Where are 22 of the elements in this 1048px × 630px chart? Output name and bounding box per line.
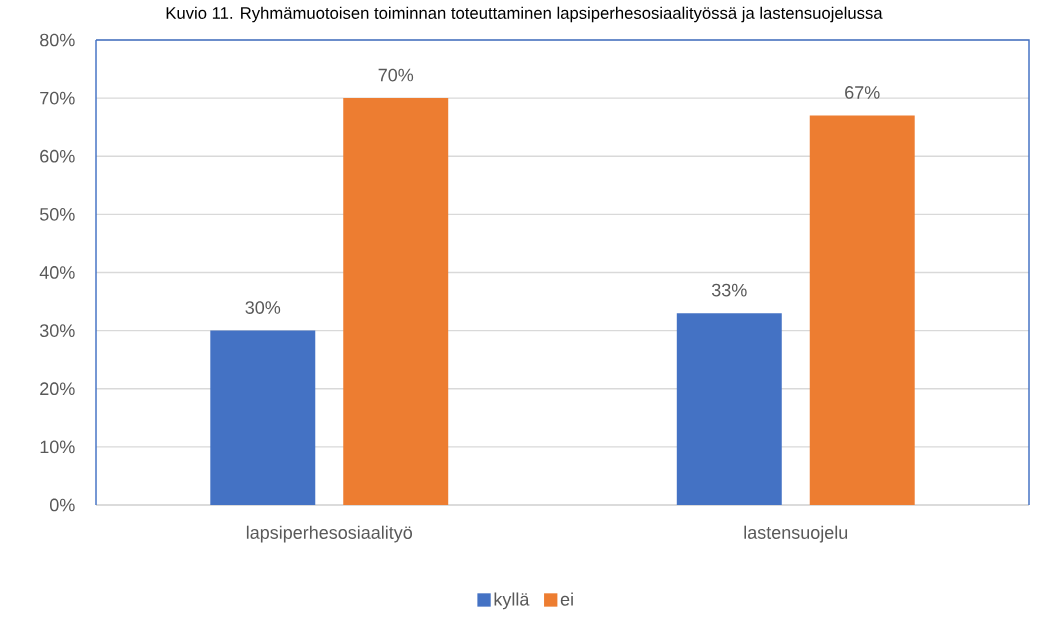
data-label: 33% [711,283,747,297]
y-tick-label: 60% [40,149,75,163]
data-label: 30% [245,301,281,314]
bar [809,115,915,505]
y-tick-label: 40% [39,266,75,279]
chart-title: Kuvio 11. Ryhmämuotoisen toiminnan toteuttaminen lapsiperhesosiaalityössä ja lastensuojelussa [166,6,883,23]
x-tick-label: lastensuojelu [744,525,848,543]
y-tick-label: 20% [40,382,75,396]
x-tick-label: lapsiperhesosiaalityö [246,525,413,543]
y-tick-label: 70% [40,91,75,105]
bar [210,330,316,505]
y-tick-label: 50% [39,208,75,221]
legend-label: ei [560,592,573,606]
y-tick-label: 30% [39,324,75,337]
bar [676,313,782,505]
bar [343,98,449,505]
data-label: 70% [378,68,414,82]
y-tick-label: 10% [40,440,75,454]
data-label: 67% [845,86,880,99]
y-tick-label: 0% [49,498,75,512]
legend-label: kyllä [494,592,530,610]
y-tick-label: 80% [40,33,75,47]
